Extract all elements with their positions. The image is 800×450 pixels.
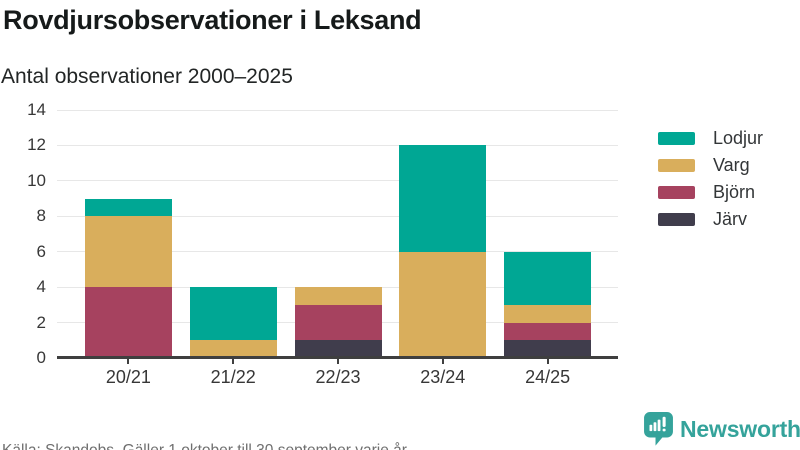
- gridline-y-6: [57, 251, 618, 253]
- source-text: Källa: Skandobs. Gäller 1 oktober till 3…: [2, 441, 411, 450]
- x-tick-label: 22/23: [315, 367, 361, 387]
- y-tick-label: 2: [36, 312, 46, 332]
- bar-segment-björn-20-21: [84, 287, 172, 358]
- x-axis-tick: [546, 359, 549, 364]
- gridline-y-10: [57, 180, 618, 182]
- bar-segment-varg-22-23: [294, 287, 382, 305]
- y-tick-label: 0: [36, 348, 46, 367]
- legend-label: Järv: [713, 209, 748, 229]
- x-tick-label: 24/25: [525, 367, 571, 387]
- y-tick-label: 6: [36, 241, 46, 261]
- legend-swatch: [658, 159, 695, 172]
- legend-swatch: [658, 213, 695, 226]
- gridline-y-12: [57, 144, 618, 146]
- bar-segment-varg-24-25: [504, 304, 592, 323]
- bar-segment-varg-21-22: [189, 340, 277, 358]
- legend-item-lodjur[interactable]: Lodjur: [658, 125, 763, 152]
- y-tick-label: 8: [36, 206, 46, 226]
- bar-segment-varg-20-21: [84, 216, 172, 288]
- gridline-y-14: [57, 109, 618, 111]
- x-axis-line: [57, 356, 618, 359]
- bar-segment-järv-24-25: [504, 340, 592, 358]
- y-tick-label: 10: [27, 170, 46, 190]
- y-tick-label: 14: [27, 100, 46, 119]
- y-tick-label: 4: [36, 277, 46, 297]
- newsworthy-logo-icon: [644, 412, 673, 446]
- newsworthy-logo-text: Newsworthy: [680, 415, 800, 442]
- bar-segment-lodjur-24-25: [504, 251, 592, 305]
- bar-segment-järv-22-23: [294, 340, 382, 358]
- x-tick-label: 21/22: [210, 367, 256, 387]
- chart-subtitle: Antal observationer 2000–2025: [1, 65, 293, 88]
- bar-segment-björn-24-25: [504, 322, 592, 341]
- x-tick-label: 23/24: [420, 367, 466, 387]
- legend-label: Lodjur: [713, 128, 764, 148]
- bar-segment-lodjur-21-22: [189, 287, 277, 341]
- legend-swatch: [658, 132, 695, 145]
- x-axis-tick: [441, 359, 444, 364]
- chart-title: Rovdjursobservationer i Leksand: [3, 5, 422, 35]
- legend: Lodjur Varg Björn Järv: [658, 125, 763, 233]
- y-tick-label: 12: [27, 135, 46, 155]
- x-axis-tick: [127, 359, 130, 364]
- x-axis-tick: [337, 359, 339, 364]
- bar-segment-lodjur-23-24: [399, 145, 487, 252]
- bar-segment-björn-22-23: [294, 304, 382, 341]
- x-tick-label: 20/21: [105, 367, 151, 387]
- bar-segment-lodjur-20-21: [84, 198, 172, 217]
- x-axis-tick: [232, 359, 235, 364]
- legend-swatch: [658, 186, 695, 199]
- legend-item-järv[interactable]: Järv: [658, 206, 763, 233]
- legend-label: Björn: [713, 182, 756, 202]
- legend-item-varg[interactable]: Varg: [658, 152, 763, 179]
- newsworthy-logo[interactable]: Newsworthy: [644, 411, 800, 447]
- gridline-y-8: [57, 215, 618, 217]
- legend-item-björn[interactable]: Björn: [658, 179, 763, 206]
- bar-segment-varg-23-24: [399, 251, 487, 358]
- legend-label: Varg: [713, 155, 750, 175]
